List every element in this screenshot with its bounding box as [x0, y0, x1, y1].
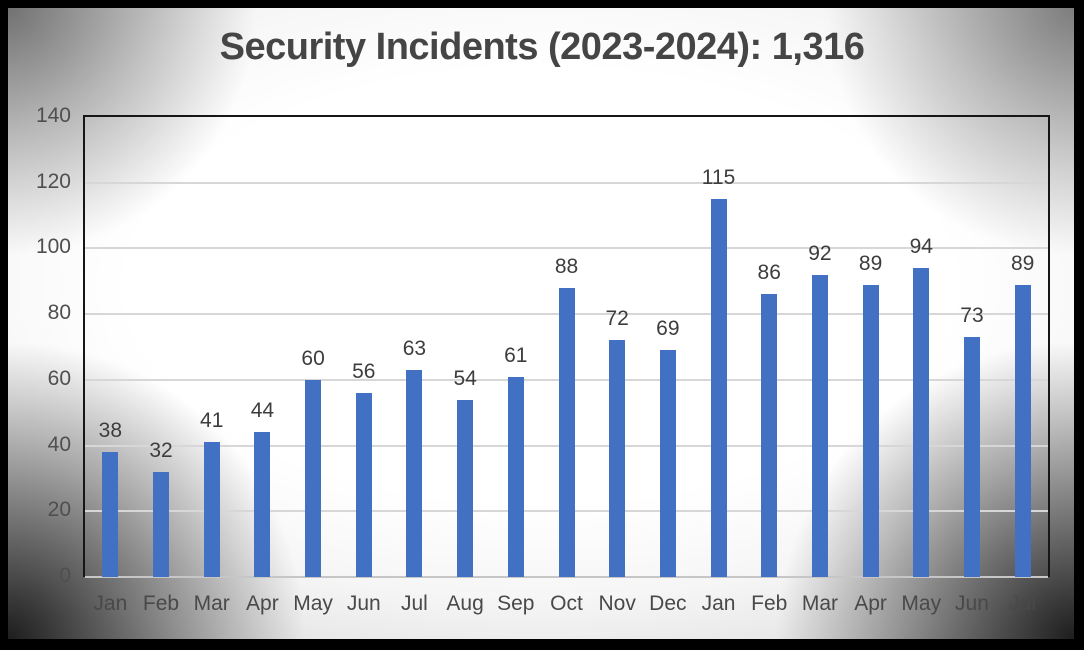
x-axis-category-label: Aug — [446, 592, 484, 615]
y-axis-tick-label: 0 — [59, 564, 71, 587]
bar — [153, 471, 170, 577]
y-axis-tick-label: 120 — [35, 169, 71, 193]
bar — [305, 379, 322, 577]
bar — [811, 274, 828, 577]
bar — [609, 340, 626, 577]
bar-value-label: 38 — [98, 419, 122, 443]
y-axis-tick-label: 100 — [35, 235, 71, 259]
bar — [457, 399, 474, 577]
x-axis-category-label: Apr — [246, 592, 279, 615]
x-axis-category-label: Feb — [751, 592, 788, 615]
x-axis-category-label: Sep — [497, 592, 535, 615]
bar-value-label: 32 — [149, 438, 173, 462]
x-axis-category-label: Nov — [598, 592, 636, 615]
x-axis-category-label: Mar — [193, 592, 230, 615]
y-axis-tick-label: 20 — [47, 498, 71, 522]
bar — [761, 294, 778, 577]
x-axis-category-label: Oct — [550, 592, 583, 615]
bar-value-label: 94 — [909, 235, 933, 259]
slide-background — [8, 8, 1074, 639]
bar-value-label: 54 — [453, 366, 477, 390]
y-gridline — [85, 247, 1048, 250]
bar-value-label: 61 — [504, 343, 528, 367]
bar — [254, 432, 271, 577]
y-axis-tick-label: 40 — [47, 432, 71, 456]
bar — [710, 199, 727, 577]
bar-value-label: 72 — [605, 307, 629, 331]
bar — [355, 393, 372, 577]
x-axis-category-label: Mar — [801, 592, 838, 615]
x-axis-category-label: Feb — [142, 592, 180, 615]
bar — [963, 337, 980, 577]
bar — [102, 452, 119, 577]
x-axis-category-label: Apr — [854, 592, 887, 615]
y-axis-tick-label: 140 — [35, 104, 71, 127]
x-axis-category-label: May — [901, 592, 942, 615]
bar-value-label: 41 — [200, 409, 224, 433]
bar — [203, 442, 220, 577]
y-gridline — [85, 181, 1048, 184]
bar — [659, 350, 676, 577]
bar-value-label: 89 — [1010, 251, 1035, 275]
x-axis-category-label: Jun — [346, 592, 381, 615]
bar — [558, 287, 575, 577]
x-axis-line — [85, 576, 1048, 578]
bar-value-label: 60 — [301, 346, 325, 370]
x-axis-category-label: Jul — [1009, 592, 1037, 615]
bar — [507, 376, 524, 577]
bar-value-label: 86 — [757, 261, 781, 285]
x-axis-category-label: Dec — [649, 592, 687, 615]
x-axis-category-label: May — [293, 592, 333, 615]
bar-value-label: 63 — [402, 337, 427, 360]
plot-area — [83, 115, 1050, 577]
bar-value-label: 56 — [352, 360, 376, 383]
x-axis-category-label: Jan — [701, 592, 736, 615]
x-axis-category-label: Jan — [93, 592, 128, 615]
bar-value-label: 44 — [250, 399, 275, 423]
bar-value-label: 89 — [858, 251, 883, 275]
bar-value-label: 92 — [808, 241, 832, 265]
bar — [913, 268, 930, 577]
bar — [862, 284, 879, 577]
y-axis-tick-label: 80 — [47, 301, 71, 325]
bar-value-label: 73 — [960, 304, 984, 328]
bar-value-label: 88 — [554, 254, 579, 278]
chart-title: Security Incidents (2023-2024): 1,316 — [219, 26, 865, 68]
bar — [406, 370, 423, 577]
bar — [1014, 284, 1031, 577]
bar-value-label: 115 — [701, 166, 736, 190]
bar-value-label: 69 — [656, 317, 680, 341]
x-axis-category-label: Jul — [401, 592, 428, 615]
x-axis-category-label: Jun — [955, 592, 989, 615]
y-axis-tick-label: 60 — [47, 366, 71, 390]
